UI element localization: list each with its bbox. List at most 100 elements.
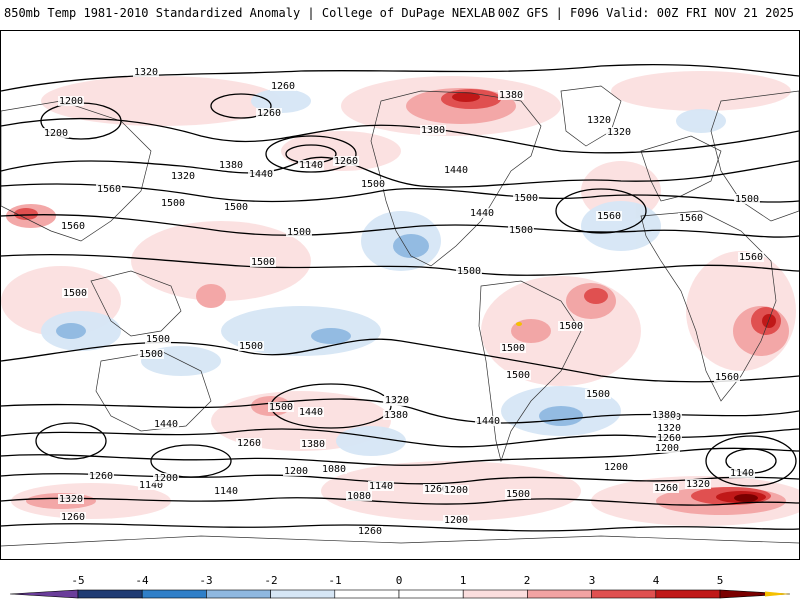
contour-label: 1380 xyxy=(499,90,523,101)
contour-label: 1320 xyxy=(385,395,409,406)
contour-label: 1560 xyxy=(739,252,763,263)
colorbar-tick-label: -5 xyxy=(71,574,85,587)
contour-label: 1500 xyxy=(139,349,163,360)
contour-label-bg xyxy=(475,416,501,426)
contour-label-bg xyxy=(420,125,446,135)
contour-label: 1260 xyxy=(89,471,113,482)
contour-label-bg xyxy=(170,171,196,181)
contour-label-bg xyxy=(300,439,326,449)
contour-label: 1440 xyxy=(476,416,500,427)
global-map: 1320 1260 1200 1260 1380 1320 1320 1200 1140 1260… xyxy=(1,63,799,547)
contour-label: 1260 xyxy=(358,526,382,537)
map-title: 850mb Temp 1981-2010 Standardized Anomal… xyxy=(4,6,496,20)
contour-label-bg xyxy=(138,480,164,490)
contour-label: 1380 xyxy=(384,410,408,421)
contour-label-bg xyxy=(321,464,347,474)
contour-label-bg xyxy=(558,321,584,331)
contour-label-bg xyxy=(738,252,764,262)
contour-label: 1200 xyxy=(44,128,68,139)
contour-label-bg xyxy=(383,410,409,420)
contour-label: 1500 xyxy=(269,402,293,413)
contour-label: 1380 xyxy=(652,410,676,421)
contour-label: 1500 xyxy=(509,225,533,236)
contour-label-bg xyxy=(596,211,622,221)
contour-label-bg xyxy=(138,349,164,359)
contour-label: 1560 xyxy=(97,184,121,195)
contour-label: 1140 xyxy=(369,481,393,492)
contour-label-bg xyxy=(606,127,632,137)
contour-label-bg xyxy=(603,462,629,472)
contour-label-bg xyxy=(62,288,88,298)
contour-label: 1200 xyxy=(154,473,178,484)
contour-label: 1200 xyxy=(604,462,628,473)
contour-label-bg xyxy=(248,169,274,179)
colorbar-tick-label: -1 xyxy=(328,574,342,587)
contour-label: 1440 xyxy=(299,407,323,418)
contour-label: 1560 xyxy=(715,372,739,383)
colorbar: -5 -4 -3 -2 -1 0 1 2 3 4 5 xyxy=(0,570,800,600)
contour-label-bg xyxy=(729,468,755,478)
colorbar-segment xyxy=(206,589,271,599)
contour-labels: 1320 1260 1200 1260 1380 1320 1320 1200 1140 1260… xyxy=(43,67,764,537)
colorbar-segment xyxy=(527,589,592,599)
contour-label: 1500 xyxy=(457,266,481,277)
contour-label-bg xyxy=(250,257,276,267)
contour-label: 1260 xyxy=(237,438,261,449)
contour-label: 1140 xyxy=(299,160,323,171)
contour-label-bg xyxy=(133,67,159,77)
contour-label: 1500 xyxy=(361,179,385,190)
colorbar-tick-label: 0 xyxy=(395,574,403,587)
contour-label: 1200 xyxy=(444,515,468,526)
contour-label: 1500 xyxy=(735,194,759,205)
map-panel[interactable]: 1320 1260 1200 1260 1380 1320 1320 1200 1140 1260… xyxy=(0,30,800,560)
contour-label: 1200 xyxy=(284,466,308,477)
contour-label: 1500 xyxy=(239,341,263,352)
contour-label-bg xyxy=(498,90,524,100)
contour-label-bg xyxy=(43,128,69,138)
contour-label-bg xyxy=(678,213,704,223)
contour-label-bg xyxy=(443,485,469,495)
contour-label: 1560 xyxy=(61,221,85,232)
colorbar-segment xyxy=(398,589,464,599)
colorbar-segment xyxy=(334,589,400,599)
contour-label-bg xyxy=(443,515,469,525)
contour-label-bg xyxy=(236,438,262,448)
contour-label: 1500 xyxy=(501,343,525,354)
contour-label: 1140 xyxy=(730,468,754,479)
contour-label-bg xyxy=(238,341,264,351)
contour-label-bg xyxy=(384,395,410,405)
colorbar-over-triangle xyxy=(719,589,791,599)
contour-label: 1260 xyxy=(424,484,448,495)
contour-label: 1500 xyxy=(161,198,185,209)
contour-label-bg xyxy=(256,108,282,118)
contour-label-bg xyxy=(357,526,383,536)
header: 850mb Temp 1981-2010 Standardized Anomal… xyxy=(0,0,800,30)
contour-label-bg xyxy=(585,389,611,399)
contour-label-bg xyxy=(360,179,386,189)
contour-label: 1440 xyxy=(470,208,494,219)
contour-label-bg xyxy=(505,489,531,499)
contour-label: 1260 xyxy=(657,433,681,444)
contour-label-bg xyxy=(60,221,86,231)
contour-label-bg xyxy=(58,96,84,106)
colorbar-over-tip xyxy=(765,591,790,597)
contour-label: 1500 xyxy=(506,370,530,381)
contour-label: 1320 xyxy=(134,67,158,78)
contour-label: 1500 xyxy=(514,193,538,204)
colorbar-segment xyxy=(270,589,336,599)
contour-label: 1500 xyxy=(224,202,248,213)
contour-label: 1500 xyxy=(506,489,530,500)
contour-label: 1320 xyxy=(59,494,83,505)
contour-label: 1200 xyxy=(59,96,83,107)
colorbar-tick-label: 1 xyxy=(459,574,467,587)
contour-label-bg xyxy=(734,194,760,204)
contour-label-bg xyxy=(685,479,711,489)
contour-label-bg xyxy=(505,370,531,380)
contour-label: 1500 xyxy=(146,334,170,345)
contour-label-bg xyxy=(96,184,122,194)
contour-label: 1380 xyxy=(421,125,445,136)
contour-label-bg xyxy=(656,423,682,433)
contour-label-bg xyxy=(651,410,677,420)
contour-label: 1320 xyxy=(686,479,710,490)
contour-label: 1500 xyxy=(586,389,610,400)
